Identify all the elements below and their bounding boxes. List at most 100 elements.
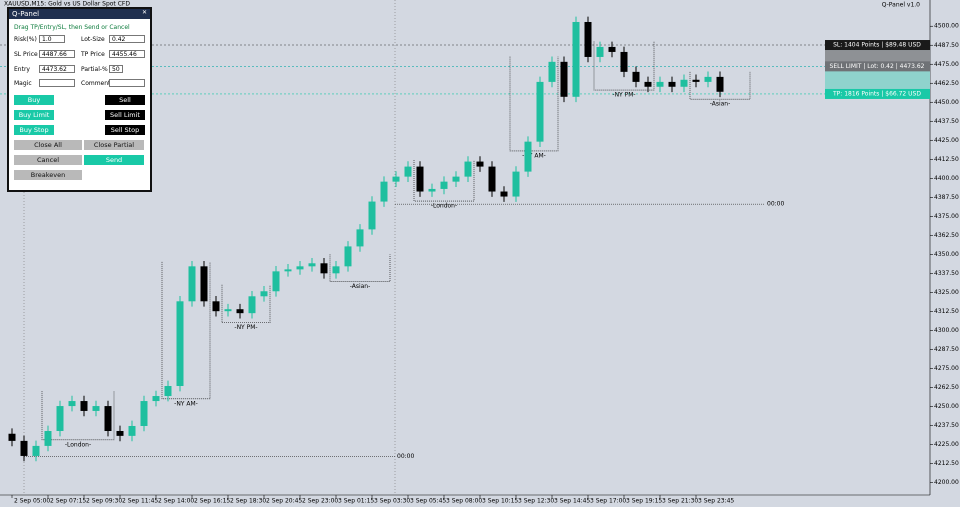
candle-body [584,21,592,57]
x-tick-label: 2 Sep 20:45 [266,498,302,505]
button[interactable]: Buy [14,95,54,105]
candle-body [224,309,232,312]
y-tick-label: 4225.00 [934,441,959,448]
candle-body [164,385,172,397]
x-tick-label: 3 Sep 05:45 [410,498,446,505]
label: TP Price [81,51,105,58]
candle-body [620,51,628,72]
session-box [593,41,655,91]
button[interactable]: Buy Limit [14,110,54,120]
button[interactable]: Sell Stop [105,125,145,135]
y-tick-label: 4437.50 [934,118,959,125]
midnight-label: 00:00 [397,453,414,460]
y-tick-label: 4300.00 [934,327,959,334]
y-tick-label: 4475.00 [934,61,959,68]
candle-body [476,161,484,167]
candle-body [656,81,664,87]
candle-body [548,61,556,82]
label: Magic [14,80,32,87]
button[interactable]: Sell Limit [105,110,145,120]
tp-tag [825,88,930,99]
input[interactable]: 4473.62 [39,65,75,73]
candle-body [344,246,352,267]
candle-body [296,266,304,270]
close-icon[interactable]: ✕ [141,9,147,16]
candle-body [680,79,688,87]
candle-body [464,161,472,177]
input[interactable]: 4455.46 [109,50,145,58]
session-box [161,261,211,400]
candle-body [608,46,616,52]
input[interactable]: 1.0 [39,35,65,43]
candle-body [416,166,424,192]
input[interactable]: 50 [109,65,123,73]
button[interactable]: Sell [105,95,145,105]
x-tick-label: 2 Sep 11:45 [122,498,158,505]
y-tick-label: 4375.00 [934,213,959,220]
x-tick-label: 3 Sep 12:30 [518,498,554,505]
candle-body [500,191,508,197]
button[interactable]: Breakeven [14,170,82,180]
candle-body [668,81,676,87]
y-tick-label: 4412.50 [934,156,959,163]
candle-body [20,440,28,456]
x-tick-label: 3 Sep 21:30 [662,498,698,505]
candle-body [80,401,88,411]
candle-body [392,176,400,182]
x-tick-label: 2 Sep 18:30 [230,498,266,505]
candle-body [104,406,112,432]
y-tick-label: 4200.00 [934,479,959,486]
candle-body [380,181,388,202]
session-box [509,56,559,152]
y-tick-label: 4250.00 [934,403,959,410]
candle-body [260,291,268,297]
candle-body [116,431,124,436]
session-label: -NY AM- [174,400,198,407]
button[interactable]: Send [84,155,144,165]
x-tick-label: 2 Sep 14:00 [158,498,194,505]
y-tick-label: 4325.00 [934,289,959,296]
candle-body [308,263,316,267]
y-tick-label: 4312.50 [934,308,959,315]
button[interactable]: Cancel [14,155,82,165]
button[interactable]: Close Partial [84,140,144,150]
y-tick-label: 4387.50 [934,194,959,201]
label: Entry [14,66,30,73]
y-tick-label: 4350.00 [934,251,959,258]
session-label: -NY PM- [612,92,635,99]
x-tick-label: 3 Sep 03:30 [374,498,410,505]
midnight-label: 00:00 [767,201,784,208]
x-tick-label: 3 Sep 08:00 [446,498,482,505]
candle-body [320,263,328,274]
input[interactable] [109,79,145,87]
y-tick-label: 4237.50 [934,422,959,429]
session-box [413,160,475,202]
candle-body [92,406,100,411]
y-tick-label: 4462.50 [934,80,959,87]
x-tick-label: 3 Sep 14:45 [554,498,590,505]
candle-body [596,46,604,57]
candle-body [212,301,220,312]
q-panel: Q-Panel ✕ Drag TP/Entry/SL, then Send or… [7,7,152,192]
input[interactable]: 4487.66 [39,50,75,58]
session-label: -London- [65,441,91,448]
entry-tag [825,61,930,72]
button[interactable]: Close All [14,140,82,150]
x-tick-label: 2 Sep 05:00 [14,498,50,505]
y-tick-label: 4487.50 [934,42,959,49]
candle-body [644,81,652,87]
y-tick-label: 4400.00 [934,175,959,182]
input[interactable] [39,79,75,87]
candle-body [716,76,724,92]
candle-body [248,296,256,314]
session-box [221,284,271,324]
button[interactable]: Buy Stop [14,125,54,135]
y-tick-label: 4287.50 [934,346,959,353]
candle-body [140,401,148,426]
input[interactable]: 0.42 [109,35,145,43]
candle-body [368,201,376,230]
tp-label: TP: 1816 Points | $66.72 USD [832,90,921,97]
y-tick-label: 4337.50 [934,270,959,277]
